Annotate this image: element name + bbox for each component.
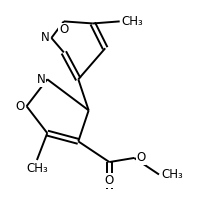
Text: O: O <box>136 151 146 164</box>
Text: N: N <box>36 73 45 86</box>
Text: CH₃: CH₃ <box>122 15 144 28</box>
Text: CH₃: CH₃ <box>26 162 48 175</box>
Text: O: O <box>59 23 69 36</box>
Text: N: N <box>41 31 49 44</box>
Text: O: O <box>15 100 25 113</box>
Text: CH₃: CH₃ <box>161 168 183 181</box>
Text: O: O <box>105 174 114 187</box>
